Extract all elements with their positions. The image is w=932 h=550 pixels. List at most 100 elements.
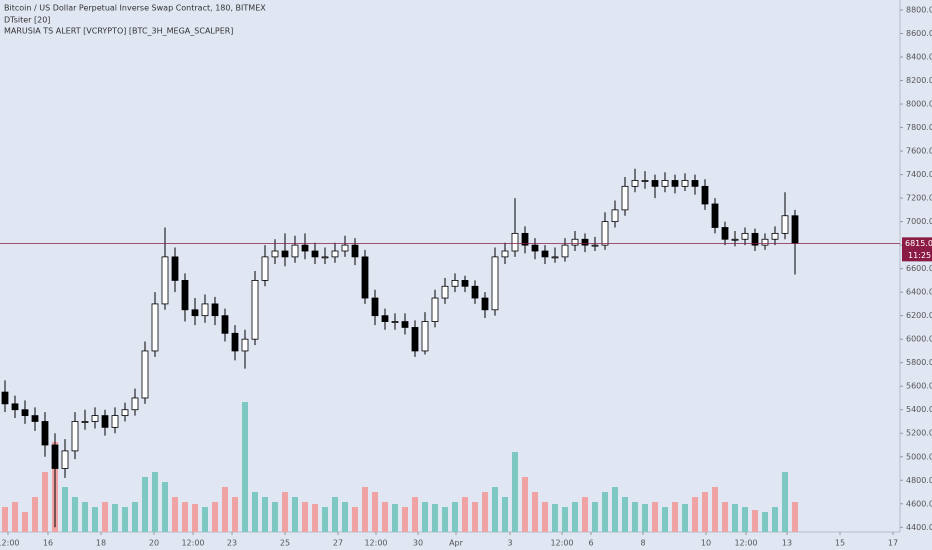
volume-bar (132, 502, 138, 532)
x-tick-label: 30 (413, 539, 423, 548)
legend: Bitcoin / US Dollar Perpetual Inverse Sw… (4, 4, 266, 36)
y-tick-label: 5800.0 (906, 358, 932, 367)
volume-bar (492, 487, 498, 532)
volume-bar (472, 502, 478, 532)
y-tick-label: 4600.0 (906, 499, 932, 508)
candle-body (191, 309, 199, 317)
volume-bar (702, 492, 708, 532)
volume-bar (732, 504, 738, 532)
candle-body (1, 391, 9, 405)
volume-bar (642, 504, 648, 532)
x-tick-label: 8 (640, 539, 645, 548)
candle-body (311, 250, 319, 258)
volume-bar (562, 507, 568, 532)
volume-bar (162, 482, 168, 532)
volume-bar (232, 497, 238, 532)
y-tick-label: 8600.0 (906, 29, 932, 38)
candle-body (511, 232, 519, 252)
volume-bar (532, 492, 538, 532)
candle-body (151, 303, 159, 352)
y-tick-label: 4800.0 (906, 476, 932, 485)
candle-body (241, 338, 249, 352)
volume-bar (572, 502, 578, 532)
volume-bar (522, 477, 528, 532)
volume-bar (122, 507, 128, 532)
candle-body (51, 444, 59, 469)
candle-body (521, 232, 529, 246)
candle-body (641, 180, 649, 182)
volume-bar (792, 502, 798, 532)
x-tick-label: 6 (588, 539, 593, 548)
candle-body (141, 350, 149, 399)
candle-body (621, 185, 629, 211)
candle-body (31, 415, 39, 422)
y-tick-label: 8000.0 (906, 100, 932, 109)
candle-body (581, 238, 589, 246)
candle-body (441, 285, 449, 299)
volume-bar (92, 507, 98, 532)
x-tick-label: 12:00 (734, 539, 757, 548)
candle-body (351, 244, 359, 258)
volume-bar (662, 507, 668, 532)
candle-body (491, 256, 499, 311)
candle-body (81, 421, 89, 423)
candle-body (91, 415, 99, 422)
volume-bar (602, 492, 608, 532)
volume-bar (582, 497, 588, 532)
volume-bar (542, 502, 548, 532)
candle-body (321, 256, 329, 259)
volume-bar (512, 452, 518, 532)
volume-bar (112, 504, 118, 532)
volume-bar (742, 507, 748, 532)
volume-bar (592, 502, 598, 532)
volume-bar (762, 512, 768, 532)
volume-bar (262, 497, 268, 532)
volume-bar (652, 502, 658, 532)
indicator-label: MARUSIA TS ALERT [VCRYPTO] [BTC_3H_MEGA_… (4, 27, 233, 36)
volume-bar (192, 504, 198, 532)
x-tick-label: 15 (835, 539, 845, 548)
candle-body (341, 244, 349, 252)
y-tick-label: 8200.0 (906, 76, 932, 85)
volume-bar (712, 487, 718, 532)
x-tick-label: 18 (96, 539, 106, 548)
volume-bar (632, 502, 638, 532)
volume-bar (552, 504, 558, 532)
volume-bar (692, 497, 698, 532)
y-tick-label: 7400.0 (906, 170, 932, 179)
candle-body (251, 280, 259, 340)
candle-body (61, 450, 69, 469)
volume-bar (682, 504, 688, 532)
candle-body (41, 421, 49, 446)
x-tick-label: 12:00 (364, 539, 387, 548)
volume-bar (432, 504, 438, 532)
candle-body (111, 415, 119, 428)
candle-body (391, 321, 399, 323)
candle-body (731, 238, 739, 241)
volume-bar (222, 487, 228, 532)
x-tick-label: Apr (449, 539, 464, 548)
x-tick-label: 17 (888, 539, 898, 548)
candle-body (541, 250, 549, 258)
volume-bar (42, 472, 48, 532)
y-tick-label: 5000.0 (906, 452, 932, 461)
x-tick-label: 25 (280, 539, 290, 548)
volume-bar (12, 502, 18, 532)
candle-body (771, 232, 779, 240)
volume-bar (292, 497, 298, 532)
candle-body (701, 185, 709, 205)
candle-body (561, 244, 569, 258)
candle-body (331, 250, 339, 258)
y-tick-label: 7600.0 (906, 147, 932, 156)
volume-bar (312, 504, 318, 532)
x-tick-label: 12:00 (550, 539, 573, 548)
volume-bar (322, 507, 328, 532)
volume-bar (422, 502, 428, 532)
candle-body (411, 327, 419, 352)
candle-body (101, 415, 109, 428)
candle-body (711, 203, 719, 228)
volume-bar (372, 492, 378, 532)
volume-bar (462, 497, 468, 532)
